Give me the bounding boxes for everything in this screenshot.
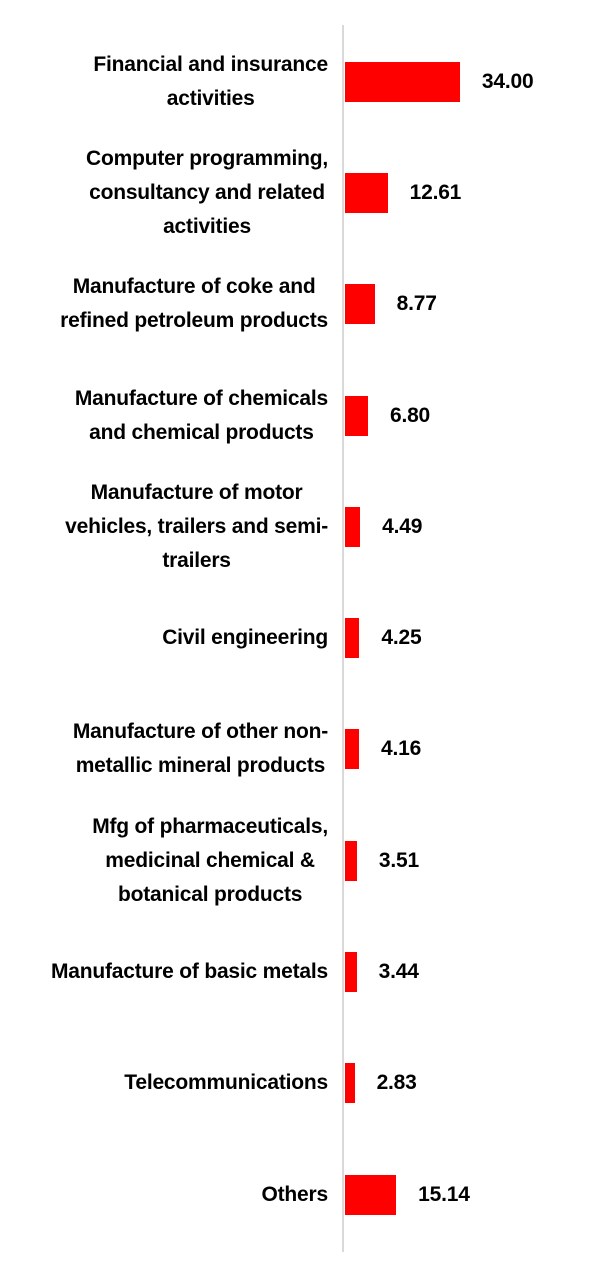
bar bbox=[345, 1063, 355, 1104]
bar-row: Manufacture of motor vehicles, trailers … bbox=[0, 471, 608, 582]
value-label: 34.00 bbox=[481, 69, 534, 93]
bar bbox=[345, 61, 460, 102]
value-label: 2.83 bbox=[376, 1071, 417, 1095]
bar bbox=[345, 395, 368, 436]
value-label: 6.80 bbox=[389, 403, 431, 427]
category-label-cell: Others bbox=[0, 1178, 345, 1212]
bar bbox=[345, 729, 360, 770]
bar bbox=[345, 1174, 397, 1215]
bar bbox=[345, 952, 357, 993]
value-label: 4.49 bbox=[382, 514, 423, 538]
bar bbox=[345, 840, 357, 881]
bar-row: Manufacture of coke and refined petroleu… bbox=[0, 249, 608, 360]
bar-row: Financial and insurance activities 34.00 bbox=[0, 26, 608, 137]
category-label: Mfg of pharmaceuticals, medicinal chemic… bbox=[92, 814, 328, 906]
baseline-axis bbox=[342, 25, 344, 1252]
value-label: 15.14 bbox=[418, 1182, 470, 1206]
category-label-cell: Mfg of pharmaceuticals, medicinal chemic… bbox=[0, 810, 345, 912]
value-label: 4.16 bbox=[381, 737, 422, 761]
category-label-cell: Computer programming, consultancy and re… bbox=[0, 142, 345, 244]
category-label-cell: Civil engineering bbox=[0, 621, 345, 655]
category-label: Manufacture of other non- metallic miner… bbox=[72, 720, 328, 778]
bar-row: Manufacture of chemicals and chemical pr… bbox=[0, 360, 608, 471]
value-label: 8.77 bbox=[396, 292, 437, 316]
value-label: 4.25 bbox=[381, 626, 422, 650]
bar-row: Manufacture of basic metals 3.44 bbox=[0, 916, 608, 1027]
category-label: Manufacture of motor vehicles, trailers … bbox=[65, 480, 328, 572]
category-label-cell: Manufacture of coke and refined petroleu… bbox=[0, 270, 345, 338]
bar bbox=[345, 284, 375, 325]
bar-row: Manufacture of other non- metallic miner… bbox=[0, 694, 608, 805]
category-label-cell: Manufacture of chemicals and chemical pr… bbox=[0, 382, 345, 450]
bar-row: Telecommunications 2.83 bbox=[0, 1028, 608, 1139]
category-label: Telecommunications bbox=[124, 1071, 328, 1095]
bar bbox=[345, 506, 361, 547]
bar-row: Others 15.14 bbox=[0, 1139, 608, 1250]
category-label: Manufacture of basic metals bbox=[50, 960, 328, 984]
bar-row: Civil engineering 4.25 bbox=[0, 582, 608, 693]
category-label-cell: Manufacture of motor vehicles, trailers … bbox=[0, 476, 345, 578]
bar-row: Mfg of pharmaceuticals, medicinal chemic… bbox=[0, 805, 608, 916]
category-label-cell: Manufacture of basic metals bbox=[0, 955, 345, 989]
category-label-cell: Telecommunications bbox=[0, 1066, 345, 1100]
category-label-cell: Financial and insurance activities bbox=[0, 48, 345, 116]
category-label: Civil engineering bbox=[162, 626, 328, 650]
category-label: Others bbox=[261, 1182, 329, 1206]
value-label: 3.51 bbox=[378, 848, 419, 872]
category-label: Manufacture of chemicals and chemical pr… bbox=[74, 386, 328, 444]
value-label: 3.44 bbox=[378, 960, 419, 984]
bar-rows: Financial and insurance activities 34.00… bbox=[0, 26, 608, 1250]
category-label: Financial and insurance activities bbox=[93, 52, 328, 110]
bar-row: Computer programming, consultancy and re… bbox=[0, 137, 608, 248]
category-label-cell: Manufacture of other non- metallic miner… bbox=[0, 715, 345, 783]
category-label: Computer programming, consultancy and re… bbox=[86, 146, 328, 238]
bar bbox=[345, 172, 388, 213]
value-label: 12.61 bbox=[409, 180, 462, 204]
category-label: Manufacture of coke and refined petroleu… bbox=[60, 275, 328, 333]
bar bbox=[345, 618, 360, 659]
